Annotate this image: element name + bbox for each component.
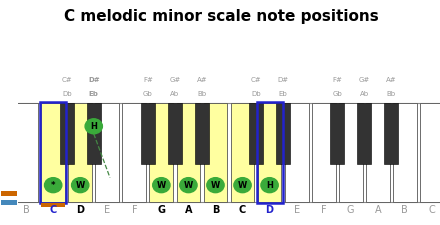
Text: Db: Db bbox=[62, 90, 72, 97]
Text: Bb: Bb bbox=[198, 90, 206, 97]
Bar bbox=[1, 191, 17, 196]
Text: A#: A# bbox=[197, 77, 207, 83]
Bar bbox=[393, 103, 417, 202]
Text: B: B bbox=[212, 205, 219, 215]
Text: Db: Db bbox=[251, 90, 261, 97]
Bar bbox=[357, 103, 371, 164]
Text: *: * bbox=[51, 181, 55, 190]
Text: G: G bbox=[347, 205, 355, 215]
Bar bbox=[40, 102, 66, 202]
Text: F#: F# bbox=[332, 77, 342, 83]
Text: C melodic minor scale note positions: C melodic minor scale note positions bbox=[63, 9, 378, 24]
Text: D: D bbox=[76, 205, 84, 215]
Bar bbox=[339, 103, 363, 202]
Circle shape bbox=[85, 119, 103, 134]
Text: B: B bbox=[401, 205, 408, 215]
Bar bbox=[14, 103, 38, 202]
Text: D: D bbox=[266, 205, 274, 215]
Bar bbox=[150, 103, 173, 202]
Text: C: C bbox=[239, 205, 246, 215]
Bar bbox=[41, 103, 65, 202]
Text: W: W bbox=[76, 181, 85, 190]
Text: Gb: Gb bbox=[332, 90, 342, 97]
Text: C#: C# bbox=[251, 77, 261, 83]
Text: W: W bbox=[157, 181, 166, 190]
Text: H: H bbox=[90, 122, 97, 131]
Text: D#: D# bbox=[88, 77, 99, 83]
Text: Bb: Bb bbox=[387, 90, 396, 97]
Bar bbox=[176, 103, 200, 202]
Text: E: E bbox=[104, 205, 110, 215]
Bar bbox=[1, 200, 17, 205]
Bar bbox=[276, 103, 290, 164]
Text: E: E bbox=[293, 205, 300, 215]
Text: B: B bbox=[23, 205, 29, 215]
Text: G: G bbox=[158, 205, 165, 215]
Text: A#: A# bbox=[386, 77, 396, 83]
Text: D#: D# bbox=[278, 77, 289, 83]
Bar bbox=[95, 103, 119, 202]
Bar bbox=[231, 103, 254, 202]
Text: W: W bbox=[238, 181, 247, 190]
Circle shape bbox=[207, 178, 224, 193]
Bar bbox=[366, 103, 390, 202]
Bar bbox=[168, 103, 182, 164]
Text: F: F bbox=[321, 205, 326, 215]
Text: Eb: Eb bbox=[89, 90, 99, 97]
Text: C#: C# bbox=[61, 77, 72, 83]
Circle shape bbox=[180, 178, 197, 193]
Circle shape bbox=[153, 178, 170, 193]
Bar bbox=[87, 103, 101, 164]
Bar bbox=[204, 103, 227, 202]
Text: Gb: Gb bbox=[143, 90, 153, 97]
Bar bbox=[60, 103, 74, 164]
Bar bbox=[285, 103, 308, 202]
Text: G#: G# bbox=[169, 77, 180, 83]
Text: A: A bbox=[374, 205, 381, 215]
Bar bbox=[384, 103, 398, 164]
Bar bbox=[257, 102, 282, 202]
Bar bbox=[141, 103, 155, 164]
Text: F#: F# bbox=[143, 77, 153, 83]
Circle shape bbox=[234, 178, 251, 193]
Text: Ab: Ab bbox=[170, 90, 180, 97]
Text: G#: G# bbox=[359, 77, 370, 83]
Text: C: C bbox=[50, 205, 57, 215]
Bar bbox=[122, 103, 146, 202]
Bar bbox=[68, 103, 92, 202]
Circle shape bbox=[44, 178, 62, 193]
Bar bbox=[420, 103, 440, 202]
Text: F: F bbox=[132, 205, 137, 215]
Bar bbox=[330, 103, 344, 164]
Text: A: A bbox=[185, 205, 192, 215]
Text: Ab: Ab bbox=[359, 90, 369, 97]
Bar bbox=[312, 103, 336, 202]
Bar bbox=[41, 203, 65, 207]
Text: W: W bbox=[211, 181, 220, 190]
Bar bbox=[258, 103, 282, 202]
Bar bbox=[18, 103, 440, 202]
Text: C: C bbox=[429, 205, 435, 215]
Bar bbox=[249, 103, 263, 164]
Text: Eb: Eb bbox=[279, 90, 287, 97]
Text: H: H bbox=[266, 181, 273, 190]
Text: basicmusictheory.com: basicmusictheory.com bbox=[7, 79, 11, 146]
Text: W: W bbox=[184, 181, 193, 190]
Circle shape bbox=[261, 178, 278, 193]
Bar bbox=[195, 103, 209, 164]
Circle shape bbox=[72, 178, 89, 193]
